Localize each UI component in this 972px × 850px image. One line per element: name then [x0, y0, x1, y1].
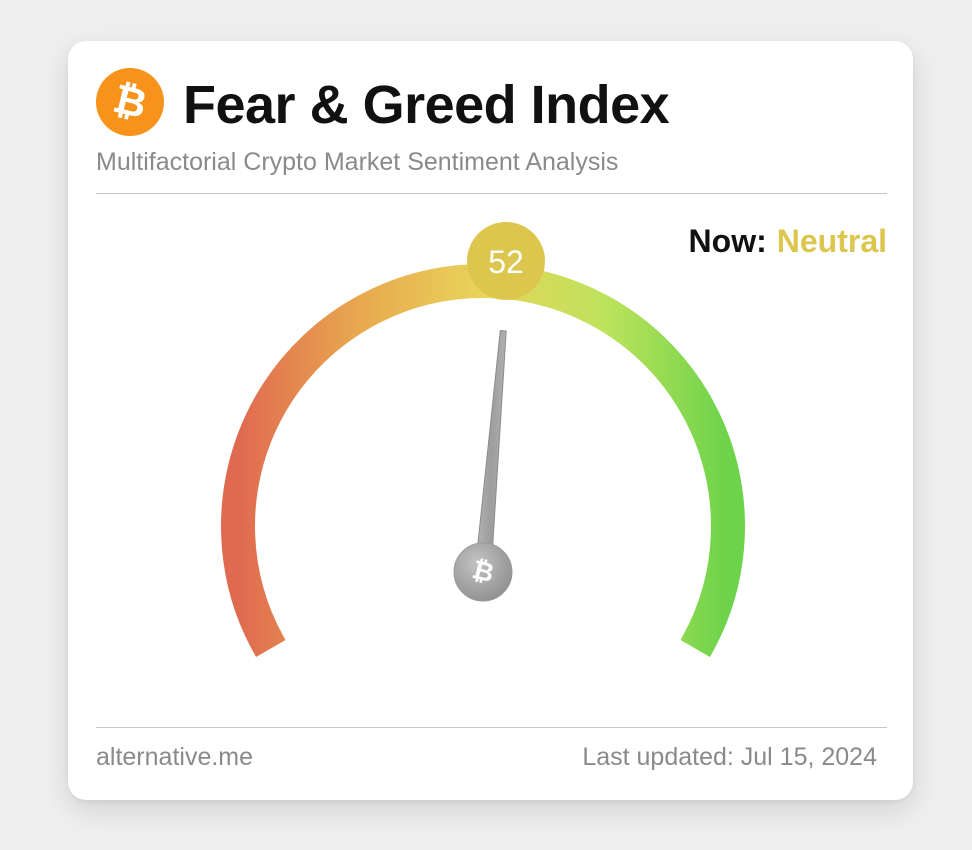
value-badge: 52 [467, 222, 545, 300]
value-badge-text: 52 [488, 244, 524, 280]
value-badge-circle [467, 222, 545, 300]
header-divider [96, 193, 887, 194]
last-updated: Last updated: Jul 15, 2024 [582, 743, 877, 771]
current-sentiment: Now: Neutral [689, 221, 887, 261]
page-subtitle: Multifactorial Crypto Market Sentiment A… [96, 148, 619, 176]
sentiment-gauge: ₿ 52 [221, 222, 745, 657]
now-value: Neutral [776, 223, 887, 259]
page-title: Fear & Greed Index [183, 75, 670, 135]
now-label: Now: [688, 223, 767, 259]
fear-greed-card: ₿ Fear & Greed Index Multifactorial Cryp… [68, 41, 913, 800]
source-link[interactable]: alternative.me [96, 743, 254, 771]
hub-circle [453, 542, 513, 602]
footer-divider [96, 727, 887, 728]
gauge-hub: ₿ [453, 542, 513, 602]
gauge-needle [474, 330, 507, 574]
